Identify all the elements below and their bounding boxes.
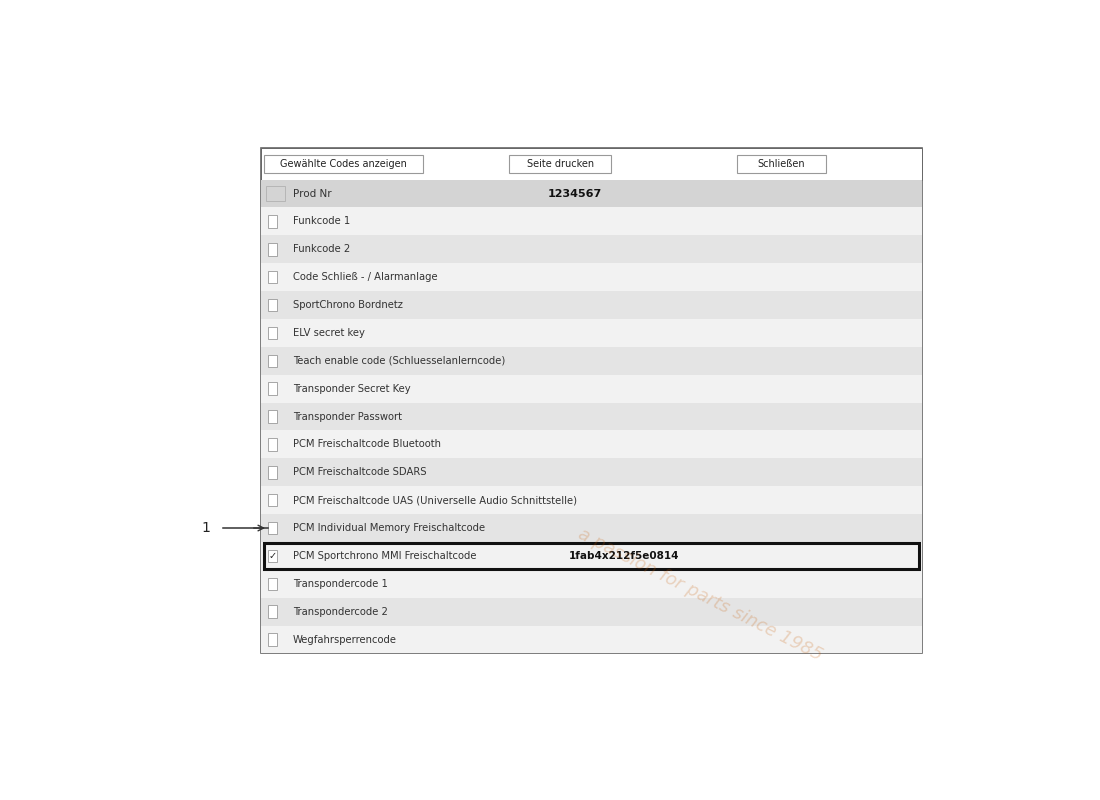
Text: Gewählte Codes anzeigen: Gewählte Codes anzeigen <box>280 159 407 169</box>
Bar <box>261 291 922 319</box>
Text: ELV secret key: ELV secret key <box>293 328 365 338</box>
Text: Transponder Secret Key: Transponder Secret Key <box>293 384 410 394</box>
Text: Transpondercode 2: Transpondercode 2 <box>293 606 387 617</box>
Text: PCM Freischaltcode UAS (Universelle Audio Schnittstelle): PCM Freischaltcode UAS (Universelle Audi… <box>293 495 576 505</box>
Bar <box>267 606 277 618</box>
Bar <box>261 347 922 374</box>
Bar <box>267 634 277 646</box>
Bar <box>267 410 277 423</box>
Bar <box>267 578 277 590</box>
Text: a passion for parts since 1985: a passion for parts since 1985 <box>575 526 825 665</box>
Text: PCM Freischaltcode SDARS: PCM Freischaltcode SDARS <box>293 467 427 478</box>
Bar <box>509 154 612 174</box>
Bar <box>267 326 277 339</box>
Bar <box>261 319 922 347</box>
Bar <box>267 550 277 562</box>
Text: Schließen: Schließen <box>758 159 805 169</box>
Bar <box>261 148 922 654</box>
Bar <box>737 154 826 174</box>
Text: Funkcode 1: Funkcode 1 <box>293 216 350 226</box>
Bar <box>261 458 922 486</box>
Bar <box>264 542 920 570</box>
Text: 1: 1 <box>201 521 210 535</box>
Bar <box>266 186 285 202</box>
Text: Prod Nr: Prod Nr <box>293 189 331 198</box>
Bar <box>267 494 277 506</box>
Bar <box>261 374 922 402</box>
Bar <box>264 154 424 174</box>
Bar <box>261 207 922 235</box>
Text: Transponder Passwort: Transponder Passwort <box>293 411 402 422</box>
Bar <box>261 570 922 598</box>
Bar <box>267 522 277 534</box>
Text: PCM Freischaltcode Bluetooth: PCM Freischaltcode Bluetooth <box>293 439 441 450</box>
Text: Funkcode 2: Funkcode 2 <box>293 244 350 254</box>
Bar <box>261 235 922 263</box>
Bar <box>261 180 922 207</box>
Text: Code Schließ - / Alarmanlage: Code Schließ - / Alarmanlage <box>293 272 438 282</box>
Bar <box>267 243 277 255</box>
Text: 1234567: 1234567 <box>548 189 602 198</box>
Bar <box>261 514 922 542</box>
Bar <box>267 466 277 478</box>
Text: ✓: ✓ <box>268 551 276 561</box>
Bar <box>261 542 922 570</box>
Text: Teach enable code (Schluesselanlerncode): Teach enable code (Schluesselanlerncode) <box>293 356 505 366</box>
Bar <box>261 598 922 626</box>
Text: 1fab4x212f5e0814: 1fab4x212f5e0814 <box>569 551 680 561</box>
Bar <box>261 402 922 430</box>
Bar <box>267 354 277 367</box>
Text: SportChrono Bordnetz: SportChrono Bordnetz <box>293 300 403 310</box>
Text: PCM Individual Memory Freischaltcode: PCM Individual Memory Freischaltcode <box>293 523 485 533</box>
Bar <box>267 298 277 311</box>
Bar <box>261 263 922 291</box>
Text: Seite drucken: Seite drucken <box>527 159 594 169</box>
Text: Transpondercode 1: Transpondercode 1 <box>293 578 387 589</box>
Bar <box>267 382 277 395</box>
Text: Wegfahrsperrencode: Wegfahrsperrencode <box>293 634 397 645</box>
Bar <box>267 271 277 283</box>
Bar <box>261 430 922 458</box>
Bar <box>261 486 922 514</box>
Bar <box>267 438 277 450</box>
Bar <box>267 215 277 228</box>
Text: PCM Sportchrono MMI Freischaltcode: PCM Sportchrono MMI Freischaltcode <box>293 551 476 561</box>
Bar <box>261 626 922 654</box>
Bar <box>261 148 922 180</box>
